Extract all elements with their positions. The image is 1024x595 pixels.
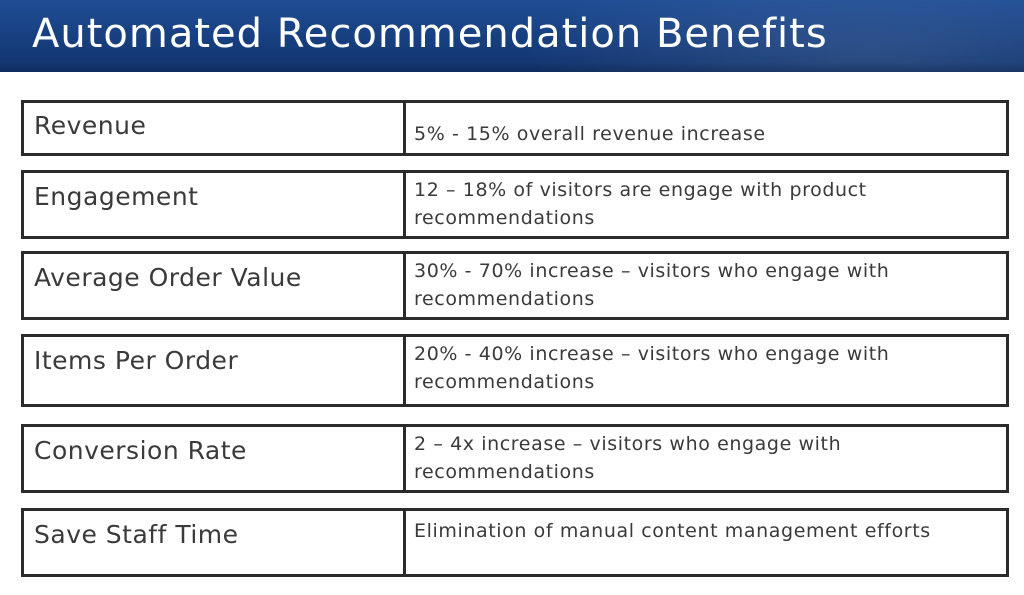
benefit-description: 20% - 40% increase – visitors who engage… xyxy=(414,343,890,393)
page-title: Automated Recommendation Benefits xyxy=(32,11,828,57)
benefit-row-engagement: Engagement 12 – 18% of visitors are enga… xyxy=(21,170,1009,239)
benefit-label: Average Order Value xyxy=(24,254,406,317)
benefit-row-average-order-value: Average Order Value 30% - 70% increase –… xyxy=(21,251,1009,320)
benefit-description: Elimination of manual content management… xyxy=(414,520,931,542)
benefit-label: Items Per Order xyxy=(24,337,406,404)
benefit-description: 30% - 70% increase – visitors who engage… xyxy=(414,260,890,310)
benefit-label: Save Staff Time xyxy=(24,511,406,574)
title-bar: Automated Recommendation Benefits xyxy=(0,0,1024,72)
benefit-label: Conversion Rate xyxy=(24,427,406,490)
benefit-description: 12 – 18% of visitors are engage with pro… xyxy=(414,179,867,229)
benefit-row-revenue: Revenue 5% - 15% overall revenue increas… xyxy=(21,100,1009,156)
benefit-row-conversion-rate: Conversion Rate 2 – 4x increase – visito… xyxy=(21,424,1009,493)
benefit-label: Revenue xyxy=(24,103,406,153)
benefit-row-save-staff-time: Save Staff Time Elimination of manual co… xyxy=(21,508,1009,577)
benefit-row-items-per-order: Items Per Order 20% - 40% increase – vis… xyxy=(21,334,1009,407)
benefit-label: Engagement xyxy=(24,173,406,236)
benefit-description: 5% - 15% overall revenue increase xyxy=(414,123,766,145)
benefit-description: 2 – 4x increase – visitors who engage wi… xyxy=(414,433,842,483)
